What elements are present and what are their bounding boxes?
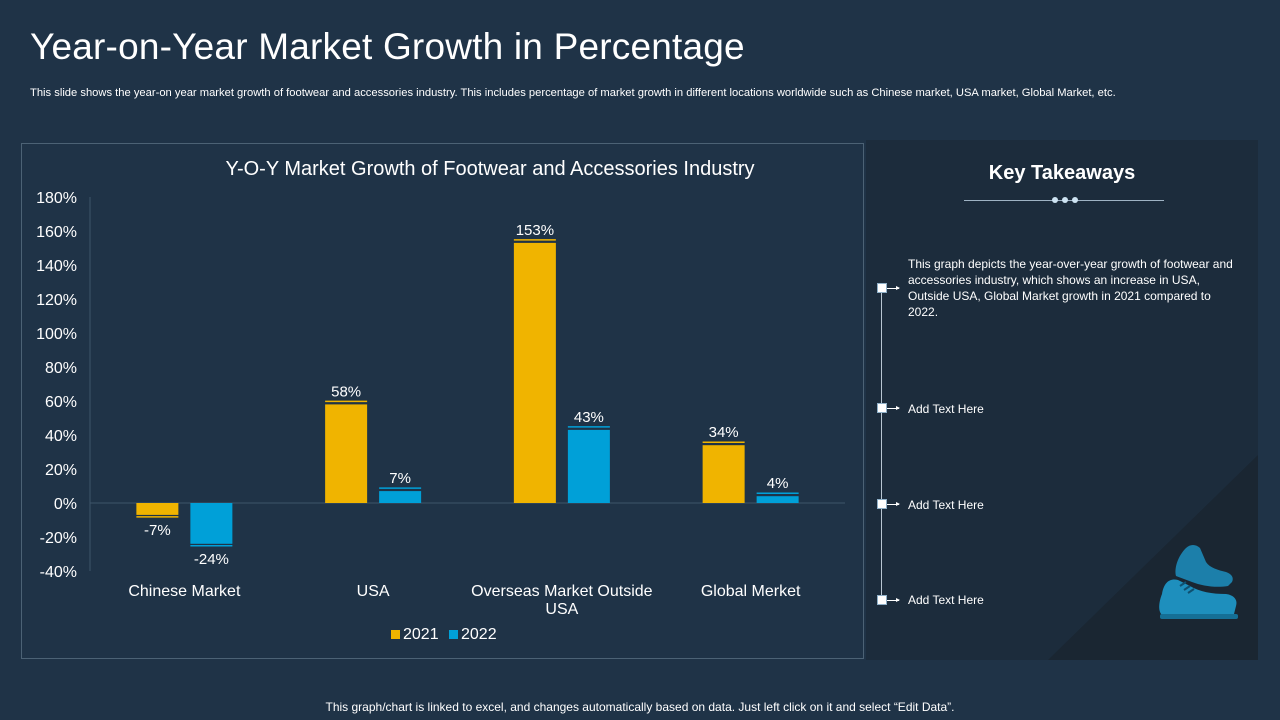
x-category-label: USA: [545, 601, 578, 618]
timeline-marker-2: [877, 403, 887, 413]
timeline-marker-4: [877, 595, 887, 605]
x-category-label: Global Merket: [701, 583, 801, 600]
slide-subtitle: This slide shows the year-on year market…: [30, 87, 1116, 99]
y-tick-label: 160%: [36, 224, 77, 241]
bar-2022-3: [756, 496, 799, 503]
shoe-icon: [1159, 545, 1238, 619]
timeline-marker-3: [877, 499, 887, 509]
y-tick-label: -40%: [40, 564, 77, 581]
slide-title: Year-on-Year Market Growth in Percentage: [30, 26, 745, 67]
bar-2021-2: [513, 242, 556, 503]
y-tick-label: 60%: [45, 394, 77, 411]
bar-2021-3: [702, 445, 745, 503]
data-label: 43%: [574, 409, 604, 426]
y-tick-label: 20%: [45, 462, 77, 479]
arrow-icon: [887, 502, 900, 506]
data-label: -7%: [144, 522, 171, 539]
x-category-label: Overseas Market Outside: [471, 583, 653, 600]
x-category-label: Chinese Market: [128, 583, 241, 600]
y-tick-label: 120%: [36, 292, 77, 309]
y-tick-label: -20%: [40, 530, 77, 547]
bar-2021-1: [325, 404, 368, 503]
data-label: 153%: [516, 222, 554, 239]
x-category-label: USA: [357, 583, 390, 600]
arrow-icon: [887, 286, 900, 290]
takeaway-item-4: Add Text Here: [908, 593, 984, 607]
decorative-triangle: [1048, 455, 1258, 660]
data-label: 7%: [389, 470, 411, 487]
bar-chart[interactable]: Y-O-Y Market Growth of Footwear and Acce…: [22, 144, 865, 660]
y-tick-label: 180%: [36, 190, 77, 207]
bar-2022-0: [190, 503, 233, 544]
takeaways-title: Key Takeaways: [988, 162, 1136, 184]
data-label: 58%: [331, 383, 361, 400]
y-tick-label: 100%: [36, 326, 77, 343]
timeline-marker-1: [877, 283, 887, 293]
takeaway-item-2: Add Text Here: [908, 402, 984, 416]
arrow-icon: [887, 598, 900, 602]
y-tick-label: 0%: [54, 496, 77, 513]
legend-label: 2021: [403, 626, 439, 643]
y-tick-label: 140%: [36, 258, 77, 275]
takeaway-item-1: This graph depicts the year-over-year gr…: [908, 257, 1233, 319]
data-label: 34%: [709, 424, 739, 441]
data-label: -24%: [194, 551, 229, 568]
bar-2021-0: [136, 503, 179, 515]
footer-note: This graph/chart is linked to excel, and…: [325, 700, 955, 714]
takeaway-item-3: Add Text Here: [908, 498, 984, 512]
chart-title: Y-O-Y Market Growth of Footwear and Acce…: [225, 158, 754, 180]
y-tick-label: 40%: [45, 428, 77, 445]
legend-swatch-2022: [449, 630, 458, 639]
arrow-icon: [887, 406, 900, 410]
legend-swatch-2021: [391, 630, 400, 639]
data-label: 4%: [767, 475, 789, 492]
y-tick-label: 80%: [45, 360, 77, 377]
bar-2022-2: [567, 429, 610, 503]
bar-2022-1: [379, 491, 422, 503]
chart-panel[interactable]: Y-O-Y Market Growth of Footwear and Acce…: [21, 143, 864, 659]
legend-label: 2022: [461, 626, 497, 643]
divider-dots-icon: [1050, 196, 1080, 206]
timeline-line: [881, 286, 882, 604]
takeaways-panel: Key Takeaways This graph depicts the yea…: [866, 140, 1258, 660]
